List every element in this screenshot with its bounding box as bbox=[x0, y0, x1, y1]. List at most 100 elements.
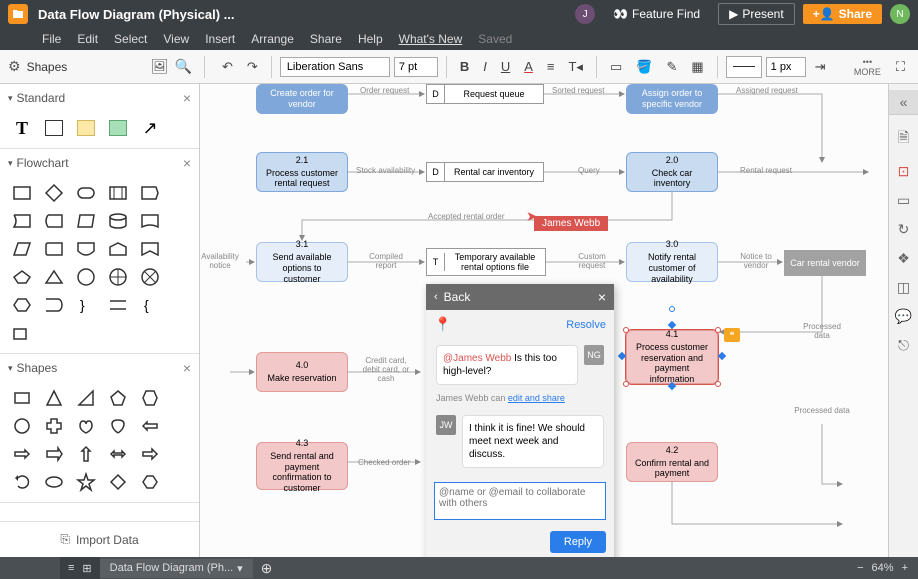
doc-title[interactable]: Data Flow Diagram (Physical) ... bbox=[38, 7, 575, 22]
flowchart-shape[interactable] bbox=[104, 181, 132, 205]
basic-shape[interactable] bbox=[72, 414, 100, 438]
basic-shape[interactable] bbox=[40, 470, 68, 494]
zoom-level[interactable]: 64% bbox=[872, 562, 894, 574]
basic-shape[interactable] bbox=[104, 414, 132, 438]
zoom-in-button[interactable]: + bbox=[902, 562, 908, 574]
collapse-rail-button[interactable]: « bbox=[889, 90, 918, 115]
flowchart-shape[interactable] bbox=[8, 265, 36, 289]
basic-shape[interactable] bbox=[136, 442, 164, 466]
process-node-n41[interactable]: 4.1Process customer reservation and paym… bbox=[626, 330, 718, 384]
flowchart-shape[interactable] bbox=[8, 209, 36, 233]
flowchart-section-header[interactable]: ▾ Flowchart × bbox=[0, 149, 199, 177]
process-node-n11[interactable]: Create order for vendor bbox=[256, 84, 348, 114]
shape-block[interactable] bbox=[104, 116, 132, 140]
back-icon[interactable]: ‹ bbox=[434, 291, 438, 303]
basic-shape[interactable] bbox=[40, 442, 68, 466]
history-icon[interactable]: ↻ bbox=[898, 221, 910, 238]
shape-options-button[interactable]: ▦ bbox=[686, 55, 708, 79]
flowchart-shape[interactable] bbox=[40, 265, 68, 289]
gear-icon[interactable]: ⚙ bbox=[8, 58, 21, 75]
font-size-select[interactable]: 7 pt bbox=[394, 57, 438, 77]
menu-whats-new[interactable]: What's New bbox=[399, 32, 463, 46]
line-color-button[interactable]: ✎ bbox=[661, 55, 682, 79]
comments-icon[interactable]: ⊡ bbox=[898, 163, 910, 180]
flowchart-shape[interactable] bbox=[72, 209, 100, 233]
standard-section-header[interactable]: ▾ Standard × bbox=[0, 84, 199, 112]
basic-shape[interactable] bbox=[8, 386, 36, 410]
process-node-n42[interactable]: 4.2Confirm rental and payment bbox=[626, 442, 718, 482]
process-node-n20[interactable]: 2.0Check car inventory bbox=[626, 152, 718, 192]
flowchart-shape[interactable] bbox=[104, 237, 132, 261]
datastore-b1[interactable]: DRequest queue bbox=[426, 84, 544, 104]
process-node-n40[interactable]: 4.0Make reservation bbox=[256, 352, 348, 392]
close-icon[interactable]: × bbox=[183, 360, 191, 376]
datastore-b3[interactable]: TTemporary available rental options file bbox=[426, 248, 546, 276]
flowchart-shape[interactable] bbox=[8, 293, 36, 317]
flowchart-shape[interactable] bbox=[136, 265, 164, 289]
basic-shape[interactable] bbox=[136, 414, 164, 438]
collaborator-avatar-j[interactable]: J bbox=[575, 4, 595, 24]
flowchart-shape[interactable] bbox=[40, 293, 68, 317]
menu-file[interactable]: File bbox=[42, 32, 61, 46]
pin-icon[interactable]: 📍 bbox=[434, 316, 451, 333]
vendor-node[interactable]: Car rental vendor bbox=[784, 250, 866, 276]
reply-button[interactable]: Reply bbox=[550, 531, 606, 553]
menu-arrange[interactable]: Arrange bbox=[251, 32, 294, 46]
bold-button[interactable]: B bbox=[455, 55, 474, 78]
basic-shape[interactable] bbox=[8, 442, 36, 466]
close-comment-button[interactable]: × bbox=[598, 289, 606, 305]
shape-arrow[interactable]: ↗ bbox=[136, 116, 164, 140]
resolve-button[interactable]: Resolve bbox=[566, 319, 606, 331]
menu-edit[interactable]: Edit bbox=[77, 32, 98, 46]
user-avatar-n[interactable]: N bbox=[890, 4, 910, 24]
redo-button[interactable]: ↷ bbox=[242, 55, 263, 79]
menu-insert[interactable]: Insert bbox=[205, 32, 235, 46]
add-page-button[interactable]: ⊕ bbox=[253, 560, 281, 577]
basic-shape[interactable] bbox=[8, 414, 36, 438]
flowchart-shape[interactable] bbox=[8, 181, 36, 205]
zoom-out-button[interactable]: − bbox=[857, 562, 863, 574]
edit-share-link[interactable]: edit and share bbox=[508, 393, 565, 403]
process-node-n12[interactable]: Assign order to specific vendor bbox=[626, 84, 718, 114]
canvas[interactable]: Create order for vendor Assign order to s… bbox=[200, 84, 888, 557]
basic-shape[interactable] bbox=[72, 386, 100, 410]
flowchart-shape[interactable] bbox=[72, 265, 100, 289]
basic-shape[interactable] bbox=[40, 386, 68, 410]
basic-shape[interactable] bbox=[104, 386, 132, 410]
basic-shape[interactable] bbox=[40, 414, 68, 438]
flowchart-shape[interactable] bbox=[104, 265, 132, 289]
process-node-n21[interactable]: 2.1Process customer rental request bbox=[256, 152, 348, 192]
align-button[interactable]: ≡ bbox=[542, 55, 560, 78]
flowchart-shape[interactable] bbox=[40, 237, 68, 261]
shape-text[interactable]: T bbox=[8, 116, 36, 140]
flowchart-shape[interactable]: { bbox=[136, 293, 164, 317]
page-tab[interactable]: Data Flow Diagram (Ph... ▾ bbox=[100, 559, 253, 578]
flowchart-shape[interactable] bbox=[40, 181, 68, 205]
menu-help[interactable]: Help bbox=[358, 32, 383, 46]
basic-shape[interactable] bbox=[136, 386, 164, 410]
comment-input[interactable] bbox=[434, 482, 606, 520]
basic-shape[interactable] bbox=[72, 470, 100, 494]
doc-icon[interactable]: 🗎 bbox=[898, 127, 909, 151]
share-button[interactable]: +👤 Share bbox=[803, 4, 882, 24]
menu-view[interactable]: View bbox=[163, 32, 189, 46]
close-icon[interactable]: × bbox=[183, 155, 191, 171]
line-options-button[interactable]: ⇥ bbox=[810, 55, 831, 79]
datastore-b2[interactable]: DRental car inventory bbox=[426, 162, 544, 182]
basic-shape[interactable] bbox=[72, 442, 100, 466]
basic-shape[interactable] bbox=[104, 442, 132, 466]
more-button[interactable]: •••MORE bbox=[848, 57, 887, 77]
process-node-n31[interactable]: 3.1Send available options to customer bbox=[256, 242, 348, 282]
present-icon[interactable]: ▭ bbox=[897, 192, 910, 209]
process-node-n30[interactable]: 3.0Notify rental customer of availabilit… bbox=[626, 242, 718, 282]
text-color-button[interactable]: A bbox=[519, 55, 538, 78]
menu-share[interactable]: Share bbox=[310, 32, 342, 46]
feature-find-button[interactable]: 👀 Feature Find bbox=[603, 4, 710, 24]
grid-view-icon[interactable]: ⊞ bbox=[82, 562, 91, 575]
fill-color-button[interactable]: 🪣 bbox=[631, 55, 657, 79]
shapes-section-header[interactable]: ▾ Shapes × bbox=[0, 354, 199, 382]
fullscreen-button[interactable]: ⛶ bbox=[891, 55, 910, 79]
underline-button[interactable]: U bbox=[496, 55, 515, 78]
font-select[interactable]: Liberation Sans bbox=[280, 57, 390, 77]
menu-select[interactable]: Select bbox=[114, 32, 147, 46]
